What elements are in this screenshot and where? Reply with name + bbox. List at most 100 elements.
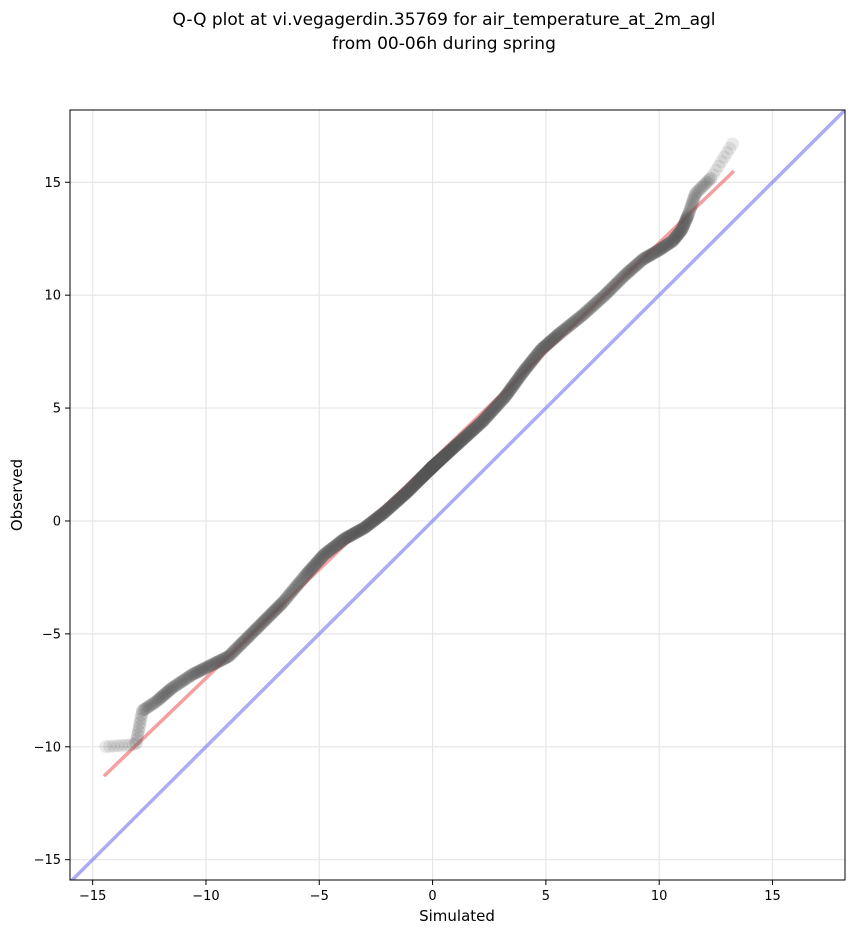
quantile-point (387, 496, 401, 510)
y-tick-label: 15 (44, 176, 61, 191)
quantile-point (509, 375, 523, 389)
quantile-point (302, 564, 316, 578)
quantile-point (241, 630, 255, 644)
quantile-point (279, 592, 293, 606)
quantile-point (305, 561, 319, 575)
quantile-point (696, 179, 710, 193)
quantile-point (421, 464, 435, 478)
quantile-point (135, 704, 149, 718)
quantile-point (606, 280, 620, 294)
x-tick-label: 5 (542, 889, 550, 904)
quantile-point (706, 168, 720, 182)
quantile-point (536, 341, 550, 355)
quantile-point (524, 355, 538, 369)
quantile-point (576, 308, 590, 322)
quantile-point (533, 344, 547, 358)
quantile-point (426, 460, 440, 474)
quantile-point (373, 509, 387, 523)
quantile-point (286, 583, 300, 597)
quantile-point (402, 483, 416, 497)
quantile-point (435, 452, 449, 466)
quantile-point (538, 339, 552, 353)
quantile-point (496, 392, 510, 406)
quantile-point (539, 338, 553, 352)
quantile-point (429, 456, 443, 470)
quantile-point (341, 530, 355, 544)
quantile-point (483, 406, 497, 420)
quantile-point (580, 304, 594, 318)
quantile-point (222, 649, 236, 663)
quantile-point (395, 489, 409, 503)
quantile-point (134, 712, 148, 726)
quantile-point (585, 299, 599, 313)
quantile-point (529, 349, 543, 363)
quantile-point (720, 146, 734, 160)
quantile-point (504, 381, 518, 395)
quantile-point (436, 450, 450, 464)
quantile-point (229, 642, 243, 656)
quantile-point (153, 691, 167, 705)
quantile-point (422, 463, 436, 477)
y-tick-label: 0 (53, 514, 61, 529)
quantile-point (107, 739, 121, 753)
quantile-point (471, 418, 485, 432)
quantile-point (424, 461, 438, 475)
quantile-point (460, 428, 474, 442)
quantile-point (589, 296, 603, 310)
quantile-point (357, 521, 371, 535)
quantile-point (405, 481, 419, 495)
y-tick-label: −15 (34, 853, 61, 868)
quantile-point (318, 547, 332, 561)
quantile-point (434, 452, 448, 466)
quantile-point (322, 543, 336, 557)
quantile-point (423, 463, 437, 477)
quantile-point (103, 739, 117, 753)
quantile-point (384, 500, 398, 514)
quantile-point (626, 261, 640, 275)
quantile-point (398, 487, 412, 501)
quantile-point (451, 436, 465, 450)
quantile-point (111, 739, 125, 753)
quantile-point (521, 359, 535, 373)
quantile-point (642, 249, 656, 263)
quantile-point (160, 685, 174, 699)
quantile-point (272, 599, 286, 613)
quantile-point (578, 306, 592, 320)
quantile-point (246, 626, 260, 640)
quantile-point (532, 346, 546, 360)
quantile-point (560, 321, 574, 335)
quantile-point (452, 436, 466, 450)
quantile-point (234, 637, 248, 651)
quantile-point (426, 460, 440, 474)
quantile-point (324, 542, 338, 556)
quantile-point (424, 461, 438, 475)
quantile-point (688, 189, 702, 203)
quantile-point (213, 654, 227, 668)
quantile-point (418, 467, 432, 481)
quantile-point (398, 487, 412, 501)
quantile-point (137, 703, 151, 717)
quantile-point (388, 496, 402, 510)
quantile-point (698, 177, 712, 191)
quantile-point (450, 437, 464, 451)
quantile-point (463, 426, 477, 440)
quantile-point (422, 463, 436, 477)
quantile-point (355, 522, 369, 536)
quantile-point (393, 492, 407, 506)
quantile-point (249, 622, 263, 636)
x-axis: −15 −10 −5 0 5 10 15 (79, 880, 781, 904)
y-tick-label: −5 (42, 627, 61, 642)
quantile-point (587, 297, 601, 311)
quantile-point (274, 597, 288, 611)
quantile-point (327, 540, 341, 554)
quantile-point (683, 203, 697, 217)
quantile-point (442, 445, 456, 459)
quantile-point (639, 250, 653, 264)
quantile-point (440, 446, 454, 460)
quantile-point (676, 220, 690, 234)
quantile-point (717, 150, 731, 164)
quantile-point (310, 555, 324, 569)
quantile-point (522, 358, 536, 372)
quantile-point (346, 527, 360, 541)
quantile-point (563, 318, 577, 332)
